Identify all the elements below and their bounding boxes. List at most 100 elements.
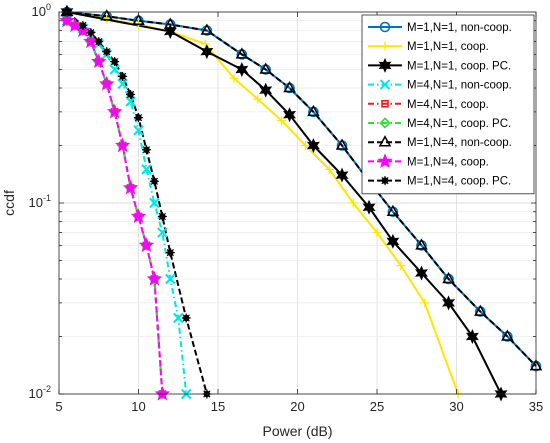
- series-4-point: [157, 227, 168, 238]
- series-3-point: [465, 329, 479, 344]
- series-2-point: [102, 14, 112, 24]
- x-tick-label: 25: [370, 399, 384, 414]
- x-tick-label: 35: [529, 399, 543, 414]
- series-7-point: [132, 13, 145, 25]
- legend-label-8: M=1,N=4, coop.: [407, 156, 489, 168]
- series-9-point: [86, 28, 96, 38]
- series-9-point: [110, 57, 120, 67]
- series-8-point: [122, 179, 139, 195]
- series-2-point: [277, 116, 287, 126]
- series-3-point: [442, 295, 456, 311]
- series-9-point: [181, 313, 191, 323]
- series-4-point: [109, 64, 120, 75]
- series-3-point: [386, 233, 400, 249]
- legend-label-1: M=1,N=1, non-coop.: [407, 22, 512, 34]
- series-7-point: [259, 62, 272, 74]
- axes: 5 10 15 20 25 30 35 10-2 10-1 100: [29, 2, 544, 414]
- series-line-7: [66, 11, 537, 367]
- legend-marker-7: [378, 135, 392, 147]
- legend-label-7: M=1,N=4, non-coop.: [407, 137, 512, 149]
- series-7-point: [415, 238, 428, 250]
- series-3-point: [283, 107, 297, 123]
- series-2-point: [324, 164, 334, 174]
- series-7-point: [501, 329, 514, 341]
- x-tick-label: 30: [449, 399, 463, 414]
- series-9-point: [94, 37, 104, 47]
- series-4-point: [149, 197, 160, 209]
- series-2-point: [253, 94, 263, 104]
- series-2-point: [372, 228, 382, 238]
- series-7-point: [164, 17, 177, 29]
- legend-marker-9: [380, 176, 390, 186]
- series-2-point: [420, 298, 430, 308]
- series-3-point: [306, 138, 320, 153]
- series-9-point: [118, 71, 128, 81]
- series-8-point: [91, 53, 107, 69]
- series-8-point: [98, 75, 115, 91]
- series-7-point: [283, 80, 296, 93]
- series-8-point: [154, 385, 171, 401]
- series-8-point: [146, 270, 163, 286]
- series-9-point: [78, 20, 88, 30]
- series-7-point: [235, 47, 249, 59]
- series-7-point: [386, 204, 400, 216]
- series-8-point: [138, 237, 155, 252]
- legend-label-4: M=4,N=1, non-coop.: [407, 80, 512, 92]
- series-4-point: [133, 125, 144, 136]
- series-3-point: [335, 167, 349, 183]
- legend-marker-1: [379, 21, 391, 33]
- series-2-point: [229, 73, 239, 83]
- x-tick-label: 10: [131, 399, 145, 414]
- legend-label-2: M=1,N=1, coop.: [407, 41, 489, 53]
- series-4-point: [141, 164, 152, 175]
- series-9-point: [134, 113, 143, 123]
- legend-label-6: M=4,N=1, coop. PC.: [407, 118, 511, 130]
- series-7-point: [474, 304, 487, 316]
- series-3-point: [200, 44, 214, 60]
- legend-label-3: M=1,N=1, coop. PC.: [407, 60, 511, 72]
- series-7-point: [307, 104, 320, 117]
- series-9-point: [165, 248, 175, 258]
- series-8-point: [130, 208, 147, 224]
- series-7-point: [335, 138, 349, 150]
- series-7-point: [100, 9, 113, 21]
- legend-marker-6: [379, 117, 391, 129]
- series-2-point: [396, 261, 406, 271]
- series-7-point: [200, 23, 214, 35]
- series-9-point: [141, 145, 151, 155]
- series-3-point: [415, 265, 428, 281]
- legend-marker-4: [379, 79, 391, 90]
- series-9-point: [126, 89, 136, 99]
- y-tick-label: 10-2: [29, 384, 51, 401]
- series-line-9: [66, 11, 208, 395]
- series-3-point: [362, 199, 376, 215]
- series-3-point: [235, 62, 249, 77]
- series-8-point: [106, 103, 123, 119]
- x-tick-label: 5: [55, 399, 62, 414]
- y-tick-label: 100: [32, 2, 51, 19]
- legend-marker-5: [381, 100, 389, 108]
- series-8-point: [114, 137, 131, 153]
- series-9-point: [157, 211, 167, 221]
- series-4-point: [173, 312, 184, 324]
- y-tick-label: 10-1: [29, 193, 51, 210]
- legend-label-5: M=4,N=1, coop.: [407, 99, 489, 111]
- series-2-point: [348, 198, 358, 208]
- series-8-point: [59, 12, 75, 28]
- legend-marker-8: [377, 153, 393, 168]
- series-4-point: [117, 78, 128, 90]
- x-axis-title: Power (dB): [262, 423, 332, 439]
- legend-marker-2: [380, 41, 390, 51]
- legend-label-9: M=1,N=4, coop. PC.: [407, 176, 511, 188]
- series-4-point: [125, 96, 136, 107]
- legend: M=1,N=1, non-coop. M=1,N=1, coop. M=1,N=1,…: [361, 14, 535, 195]
- x-tick-label: 15: [211, 399, 225, 414]
- y-axis-title: ccdf: [1, 190, 17, 216]
- series-9-point: [149, 176, 159, 186]
- series-2-point: [300, 141, 310, 151]
- series-4-point: [165, 273, 176, 285]
- legend-marker-3: [378, 57, 392, 73]
- x-tick-label: 20: [290, 399, 304, 414]
- series-2-point: [200, 39, 210, 49]
